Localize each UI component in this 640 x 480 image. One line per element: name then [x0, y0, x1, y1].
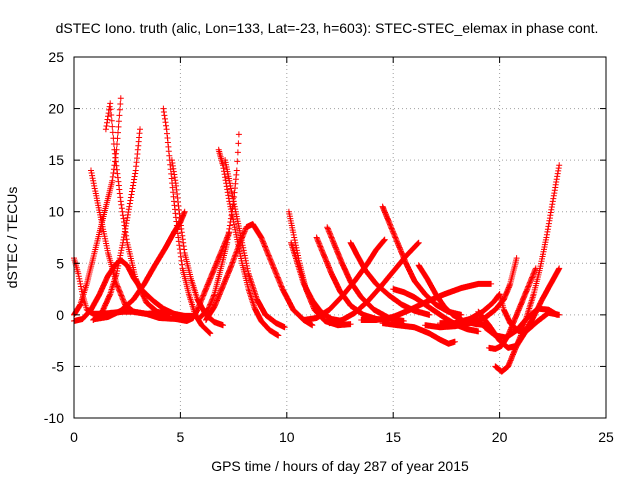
- series-markers: [202, 221, 316, 329]
- series-arc12: [196, 131, 242, 321]
- chart-title: dSTEC Iono. truth (alic, Lon=133, Lat=-2…: [56, 20, 599, 36]
- x-axis-label: GPS time / hours of day 287 of year 2015: [211, 458, 469, 474]
- series-arc11: [222, 157, 288, 331]
- plot-frame: [73, 56, 607, 419]
- series-arc24: [358, 280, 495, 323]
- y-tick-label: 10: [48, 204, 64, 220]
- series-markers: [196, 131, 242, 321]
- series-arc25: [379, 320, 458, 347]
- series-markers: [88, 167, 163, 317]
- y-tick-label: -10: [44, 410, 64, 426]
- series-markers: [358, 280, 495, 323]
- series-arc13: [202, 221, 316, 329]
- series-markers: [92, 208, 188, 322]
- series-markers: [160, 105, 214, 337]
- series-arc32: [481, 305, 561, 341]
- y-tick-label: 5: [56, 255, 64, 271]
- y-tick-label: 15: [48, 152, 64, 168]
- series-arc8: [160, 105, 214, 337]
- y-tick-label: 25: [48, 49, 64, 65]
- series-arc22: [300, 236, 388, 323]
- x-tick-label: 5: [177, 429, 185, 445]
- x-tick-label: 20: [492, 429, 508, 445]
- data-layer: [71, 95, 563, 375]
- x-tick-label: 15: [385, 429, 401, 445]
- series-markers: [326, 239, 422, 327]
- y-axis-label: dSTEC / TECUs: [4, 187, 20, 289]
- x-tick-label: 10: [279, 429, 295, 445]
- series-markers: [300, 236, 388, 323]
- grid: [74, 57, 606, 418]
- series-arc23: [326, 239, 422, 327]
- series-markers: [379, 320, 458, 347]
- series-markers: [481, 305, 561, 341]
- series-arc4: [88, 167, 163, 317]
- series-arc7: [92, 208, 188, 322]
- ticks: 0 5 10 15 20 25 -10 -5 0 5 10 15 20 25: [44, 49, 614, 445]
- x-tick-label: 25: [598, 429, 614, 445]
- y-tick-label: 20: [48, 101, 64, 117]
- y-tick-label: -5: [52, 358, 65, 374]
- x-tick-label: 0: [70, 429, 78, 445]
- y-tick-label: 0: [56, 307, 64, 323]
- series-markers: [222, 157, 288, 331]
